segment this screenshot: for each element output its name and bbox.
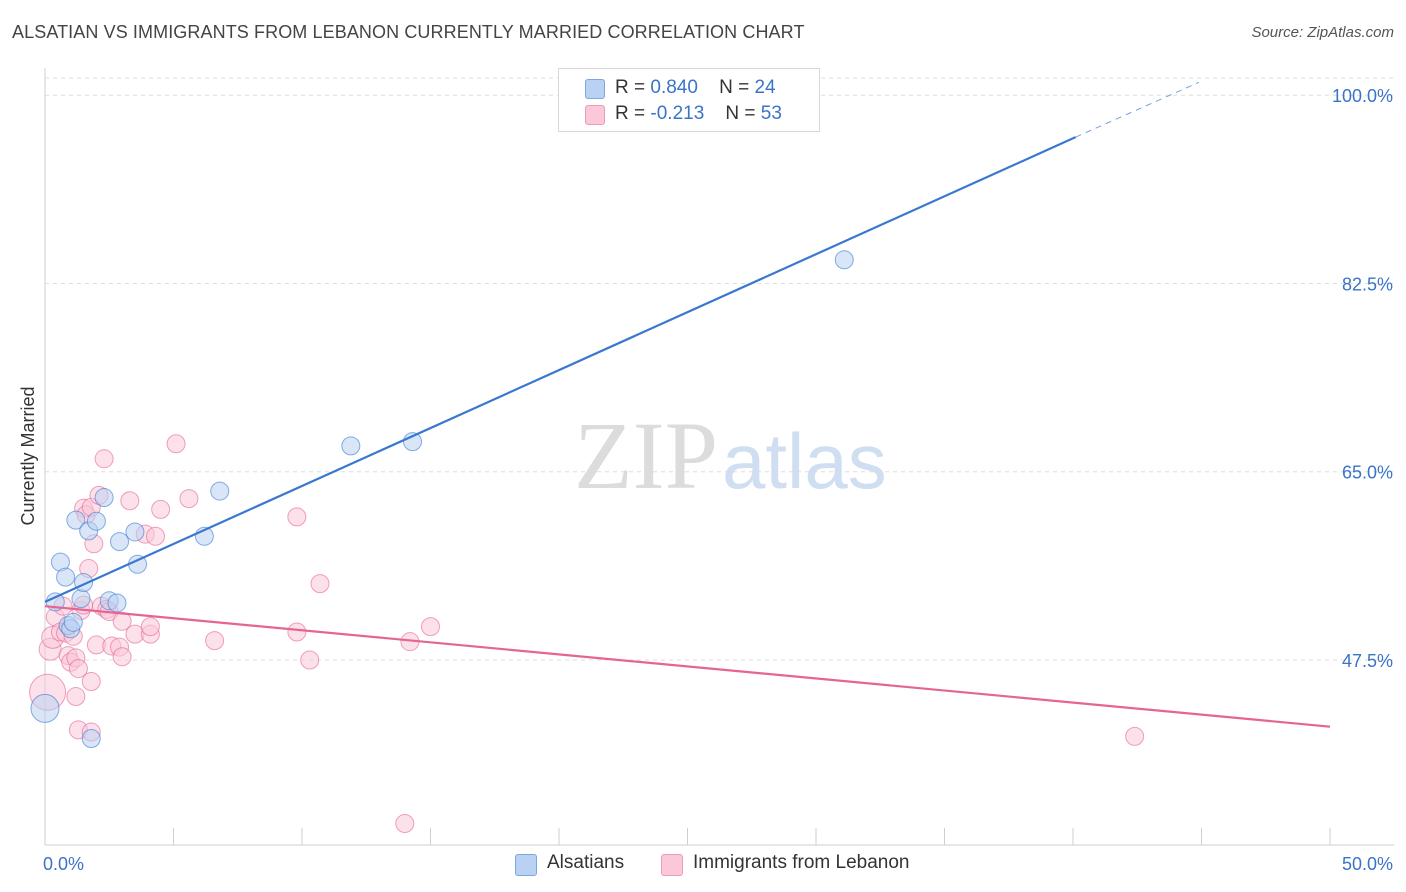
alsatian-point [210,481,230,501]
y-tick-label: 65.0% [1342,463,1393,483]
lebanon-point [146,526,166,546]
chart-title: ALSATIAN VS IMMIGRANTS FROM LEBANON CURR… [12,22,805,42]
watermark-zip: ZIP [574,402,718,509]
r-label: R = [615,77,646,98]
lebanon-point [179,489,199,509]
alsatian-point [107,593,127,613]
lebanon-point [140,617,160,637]
y-axis-label: Currently Married [18,386,38,525]
n-label: N = [725,103,756,124]
alsatian-point [30,693,60,723]
source-label: Source: ZipAtlas.com [1251,24,1394,41]
lebanon-point [81,671,101,691]
alsatian-trend-extension [1075,81,1200,138]
alsatian-point [63,612,83,632]
alsatian-trend-line [44,136,1077,603]
alsatian-point [86,511,106,531]
lebanon-point [287,622,307,642]
legend-swatch-pink [661,854,683,876]
series-lebanon-points [29,434,1145,833]
r-label: R = [615,103,646,124]
lebanon-point [112,611,132,631]
legend-text: R = -0.213 N = 53 [615,103,782,125]
alsatian-point [66,510,86,530]
lebanon-point [112,647,132,667]
lebanon-trend-line [44,605,1331,728]
legend-label: Immigrants from Lebanon [693,852,910,873]
legend-text: R = 0.840 N = 24 [615,77,776,99]
tick-labels: 47.5% 65.0% 82.5% 100.0% 0.0% 50.0% [43,86,1393,874]
trend-lines [44,81,1331,728]
legend-swatch-pink [585,105,605,125]
r-value: 0.840 [650,77,698,98]
alsatian-point [81,729,101,749]
alsatian-point [110,532,130,552]
lebanon-point [151,499,171,519]
y-tick-label: 47.5% [1342,651,1393,671]
y-tick-label: 82.5% [1342,274,1393,294]
axes [44,68,1394,846]
alsatian-point [94,488,114,508]
watermark-atlas: atlas [722,417,887,505]
legend-label: Alsatians [547,852,625,873]
x-tick-label: 50.0% [1342,854,1393,874]
alsatian-point [125,522,145,542]
n-label: N = [719,77,750,98]
alsatian-point [56,567,76,587]
n-value: 24 [754,77,776,98]
lebanon-point [287,507,307,527]
lebanon-point [1125,726,1145,746]
lebanon-point [205,631,225,651]
lebanon-point [310,574,330,594]
lebanon-point [68,659,88,679]
alsatian-point [834,250,854,270]
r-value: -0.213 [650,103,705,124]
lebanon-point [94,449,114,469]
correlation-legend: R = 0.840 N = 24 R = -0.213 N = 53 [558,68,820,132]
x-tick-label: 0.0% [43,854,84,874]
lebanon-point [120,491,140,511]
legend-swatch-blue [515,854,537,876]
legend-swatch-blue [585,79,605,99]
lebanon-point [166,434,186,454]
lebanon-point [66,687,86,707]
alsatian-point [341,436,361,456]
lebanon-point [300,650,320,670]
n-value: 53 [760,103,782,124]
lebanon-point [395,813,415,833]
lebanon-point [421,617,440,637]
alsatian-point [71,589,91,609]
gridlines [45,77,1394,661]
y-tick-label: 100.0% [1332,86,1393,106]
